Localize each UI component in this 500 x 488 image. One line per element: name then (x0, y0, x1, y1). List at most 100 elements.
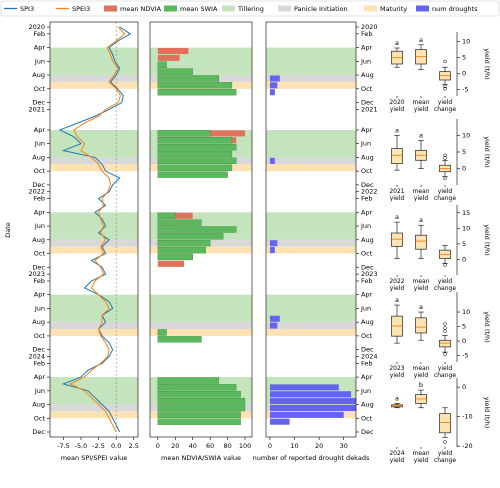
y-tick-label: 2022 (361, 188, 378, 196)
y-tick-label: Dec (32, 99, 45, 107)
stage-band (50, 47, 138, 76)
bar (157, 391, 241, 398)
bar (157, 219, 202, 226)
bar (269, 398, 356, 405)
group-letter: a (419, 36, 423, 44)
x-tick-label: 20 (171, 442, 179, 450)
x-tick-label: yield change (433, 450, 457, 464)
y-tick-label: Feb (361, 195, 373, 203)
stage-band (266, 212, 356, 240)
group-letter: a (419, 131, 423, 139)
y-tick-label: 10 (462, 38, 470, 46)
bar (269, 404, 356, 411)
bar (269, 391, 352, 398)
stage-band (50, 329, 138, 336)
bar (157, 253, 193, 261)
y-tick-label: Dec (361, 263, 374, 271)
y-tick-label: Oct (34, 250, 46, 258)
legend-swatch (164, 5, 177, 12)
bar (157, 260, 184, 267)
legend-label: num droughts (432, 5, 478, 13)
stage-band (50, 129, 138, 158)
stage-band (266, 81, 356, 89)
bar (157, 157, 237, 165)
x-tick-label: mean yield (412, 450, 430, 464)
stage-band (266, 75, 356, 82)
y-tick-label: Dec (361, 428, 374, 436)
legend-label: mean NDVIA (120, 5, 162, 13)
y-tick-label: Apr (34, 291, 46, 299)
bar (157, 240, 211, 247)
y-tick-label: -5 (462, 86, 468, 94)
box (415, 317, 427, 334)
y-tick-label: Dec (361, 181, 374, 189)
y-tick-label: 2020 (361, 23, 378, 31)
y-tick-label: Oct (34, 414, 46, 422)
x-tick-label: 30 (340, 442, 348, 450)
legend-label: SPEI3 (72, 5, 90, 13)
y-tick-label: 2024 (28, 352, 45, 360)
y-tick-label: Feb (361, 30, 373, 38)
y-tick-label: 0 (462, 337, 466, 345)
y-tick-label: 15 (462, 209, 470, 217)
legend-label: SPI3 (20, 5, 34, 13)
x-tick-label: 60 (206, 442, 214, 450)
bar (157, 75, 220, 82)
x-tick-label: 2021 yield (389, 188, 405, 202)
y-tick-label: Jun (34, 57, 45, 65)
x-tick-label: 2.5 (129, 442, 139, 450)
stage-band (50, 212, 138, 240)
bar (269, 82, 278, 89)
y-tick-label: Apr (34, 44, 46, 52)
bar (157, 164, 233, 171)
y-tick-label: Feb (361, 359, 373, 367)
y-tick-label: Jun (360, 57, 371, 65)
flier (443, 86, 447, 91)
stage-band (266, 246, 356, 254)
y-tick-label: Dec (361, 99, 374, 107)
x-axis-label: mean SPI/SPEI value (61, 454, 128, 462)
x-tick-label: 20 (315, 442, 323, 450)
bar (269, 322, 278, 329)
x-tick-label: 0 (268, 442, 272, 450)
stage-band (266, 164, 356, 172)
stage-band (150, 322, 252, 330)
stage-band (50, 322, 138, 330)
x-tick-label: 2024 yield (389, 450, 405, 464)
legend-frame (0, 0, 500, 17)
x-tick-label: 2022 yield (389, 278, 405, 292)
y-tick-label: 2020 (28, 23, 45, 31)
bar (157, 336, 202, 343)
x-tick-label: 100 (239, 442, 251, 450)
bar (157, 143, 237, 151)
stage-band (50, 75, 138, 82)
y-tick-label: Feb (33, 30, 45, 38)
legend-label: Maturity (380, 5, 407, 13)
x-tick-label: mean yield (412, 365, 430, 379)
group-letter: a (395, 213, 399, 221)
x-tick-label: 2023 yield (389, 365, 405, 379)
y-tick-label: 5 (462, 148, 466, 156)
y-tick-label: Apr (361, 44, 373, 52)
y-tick-label: 2021 (28, 105, 45, 113)
flier (443, 329, 447, 333)
y-tick-label: Jun (360, 304, 371, 312)
bar (157, 48, 189, 55)
legend-label: mean SWIA (180, 5, 218, 13)
y-tick-label: Aug (32, 236, 45, 244)
x-tick-label: yield change (433, 278, 457, 292)
axes-frame (49, 21, 139, 438)
y-tick-label: 5 (462, 54, 466, 62)
x-tick-label: yield change (433, 365, 457, 379)
bar (157, 61, 167, 68)
axes-frame (149, 21, 253, 438)
x-axis-label: mean NDVIA/SWIA value (161, 454, 241, 462)
y-tick-label: Dec (32, 428, 45, 436)
y-tick-label: Oct (34, 332, 46, 340)
y-tick-label: Apr (34, 373, 46, 381)
y-tick-label: 2024 (361, 352, 378, 360)
y-tick-label: Dec (32, 346, 45, 354)
bar (157, 171, 228, 178)
bar (269, 89, 275, 96)
